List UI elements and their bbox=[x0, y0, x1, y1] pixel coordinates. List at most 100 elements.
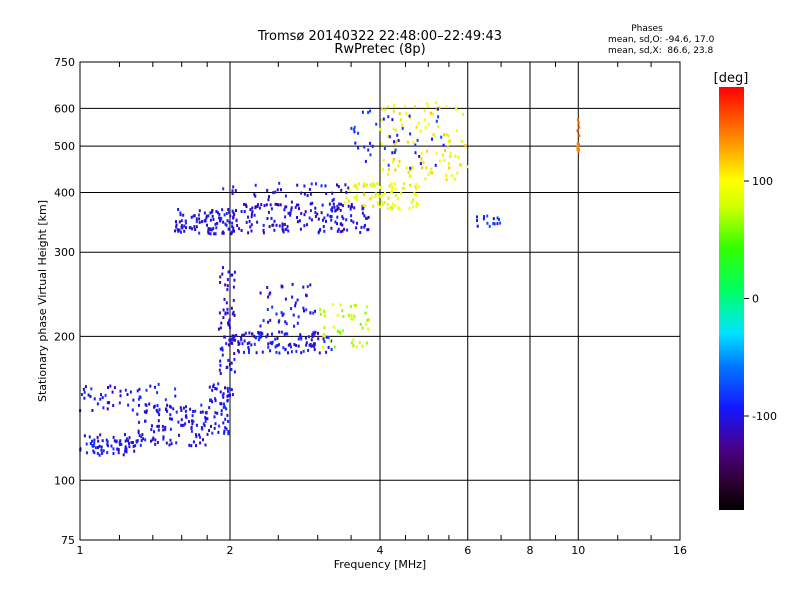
data-point bbox=[387, 196, 390, 200]
data-point bbox=[292, 313, 295, 317]
data-point bbox=[341, 229, 344, 233]
data-point bbox=[231, 209, 234, 213]
data-point bbox=[110, 444, 113, 448]
data-point bbox=[194, 409, 197, 413]
data-point bbox=[190, 419, 193, 423]
data-point bbox=[219, 359, 222, 363]
data-point bbox=[89, 395, 92, 398]
data-point bbox=[205, 417, 207, 421]
data-point bbox=[232, 310, 235, 314]
data-point bbox=[341, 215, 344, 219]
data-point bbox=[245, 205, 248, 209]
data-point bbox=[118, 440, 121, 444]
data-point bbox=[336, 222, 338, 226]
data-point bbox=[168, 443, 171, 447]
data-point bbox=[376, 201, 379, 205]
data-point bbox=[218, 368, 221, 372]
data-point bbox=[295, 344, 298, 347]
data-point bbox=[325, 335, 328, 339]
data-point bbox=[89, 442, 92, 445]
data-point bbox=[339, 230, 342, 234]
data-point bbox=[220, 409, 223, 413]
data-point bbox=[369, 183, 372, 187]
data-point bbox=[92, 449, 95, 453]
data-point bbox=[227, 227, 230, 231]
data-point bbox=[185, 226, 187, 230]
data-point bbox=[120, 442, 123, 446]
colorbar bbox=[719, 87, 744, 510]
data-point bbox=[348, 188, 351, 192]
data-point bbox=[195, 444, 197, 448]
data-point bbox=[216, 411, 219, 415]
data-point bbox=[383, 147, 386, 150]
data-point bbox=[393, 140, 395, 144]
data-point bbox=[229, 273, 232, 277]
stats-line-o: mean, sd,O: -94.6, 17.0 bbox=[608, 35, 715, 45]
data-point bbox=[259, 334, 262, 338]
data-point bbox=[170, 442, 173, 446]
data-point bbox=[169, 427, 172, 431]
data-point bbox=[389, 205, 392, 209]
data-point bbox=[164, 398, 167, 402]
data-point bbox=[295, 349, 298, 353]
data-point bbox=[241, 333, 244, 337]
data-point bbox=[269, 203, 272, 207]
data-point bbox=[204, 411, 207, 415]
data-point bbox=[255, 336, 258, 340]
data-point bbox=[248, 331, 251, 335]
data-point bbox=[417, 185, 420, 189]
data-point bbox=[241, 342, 244, 346]
data-point bbox=[314, 309, 316, 313]
data-point bbox=[355, 185, 357, 188]
data-point bbox=[230, 388, 233, 392]
data-point bbox=[331, 191, 334, 195]
data-point bbox=[93, 397, 96, 401]
data-point bbox=[192, 214, 195, 218]
data-point bbox=[442, 143, 445, 147]
data-point bbox=[250, 343, 253, 347]
data-point bbox=[360, 225, 363, 229]
data-point bbox=[274, 337, 277, 341]
data-point bbox=[237, 349, 240, 352]
data-point bbox=[125, 437, 128, 441]
data-point bbox=[106, 442, 109, 446]
data-point bbox=[217, 327, 220, 331]
data-point bbox=[117, 448, 120, 452]
data-point bbox=[195, 220, 198, 224]
data-point bbox=[83, 434, 86, 438]
data-point bbox=[223, 297, 226, 301]
data-point bbox=[387, 105, 390, 109]
data-point bbox=[185, 405, 187, 409]
data-point bbox=[148, 402, 151, 406]
data-point bbox=[309, 202, 312, 206]
data-point bbox=[338, 202, 341, 206]
data-point bbox=[311, 201, 314, 205]
data-point bbox=[93, 438, 96, 442]
data-point bbox=[366, 228, 369, 232]
data-point bbox=[305, 343, 308, 347]
data-point bbox=[454, 154, 457, 158]
data-point bbox=[228, 338, 231, 342]
data-point bbox=[91, 439, 94, 443]
data-point bbox=[226, 311, 229, 315]
data-point bbox=[365, 216, 367, 220]
data-point bbox=[240, 336, 243, 340]
data-point bbox=[397, 206, 400, 210]
data-point bbox=[228, 363, 231, 366]
data-point bbox=[127, 439, 130, 443]
data-point bbox=[380, 200, 383, 204]
data-point bbox=[204, 219, 207, 223]
x-tick-label: 4 bbox=[377, 544, 384, 557]
data-point bbox=[180, 230, 182, 234]
data-point bbox=[206, 417, 209, 421]
data-point bbox=[341, 309, 344, 313]
data-point bbox=[132, 444, 135, 448]
data-point bbox=[273, 219, 276, 223]
data-point bbox=[102, 449, 105, 453]
data-point bbox=[276, 337, 279, 340]
data-point bbox=[339, 303, 342, 307]
data-point bbox=[578, 125, 581, 129]
data-point bbox=[222, 220, 225, 224]
data-point bbox=[317, 331, 319, 335]
data-point bbox=[358, 341, 361, 344]
